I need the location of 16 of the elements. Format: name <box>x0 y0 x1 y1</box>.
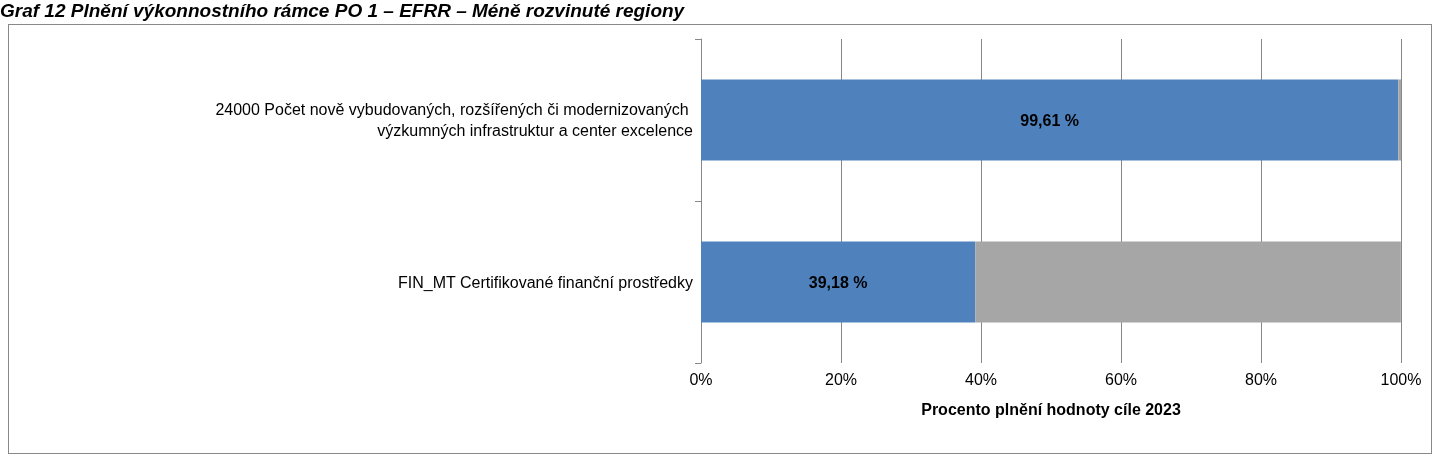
x-tick-label: 40% <box>964 370 998 388</box>
x-tick-label: 100% <box>1380 370 1422 388</box>
x-tick-label: 0% <box>689 370 713 388</box>
bar <box>1398 79 1401 161</box>
data-label: 39,18 % <box>808 273 868 291</box>
bar <box>701 79 1399 161</box>
x-axis-title: Procento plnění hodnoty cíle 2023 <box>921 400 1181 418</box>
x-tick-label: 80% <box>1244 370 1278 388</box>
y-tick-label: 24000 Počet nově vybudovaných, rozšířených či modernizovaných výzkumných infrastruktur a center excelence <box>215 101 694 139</box>
text: Graf 12 Plnění výkonnostního rámce PO 1 – EFRR – Méně rozvinuté regiony <box>0 0 685 22</box>
bar <box>701 241 976 323</box>
bar <box>975 241 1401 323</box>
y-tick-label: FIN_MT Certifikované finanční prostředky <box>398 273 693 292</box>
x-tick-label: 60% <box>1104 370 1138 388</box>
x-tick-label: 20% <box>824 370 858 388</box>
data-label: 99,61 % <box>1020 111 1079 129</box>
